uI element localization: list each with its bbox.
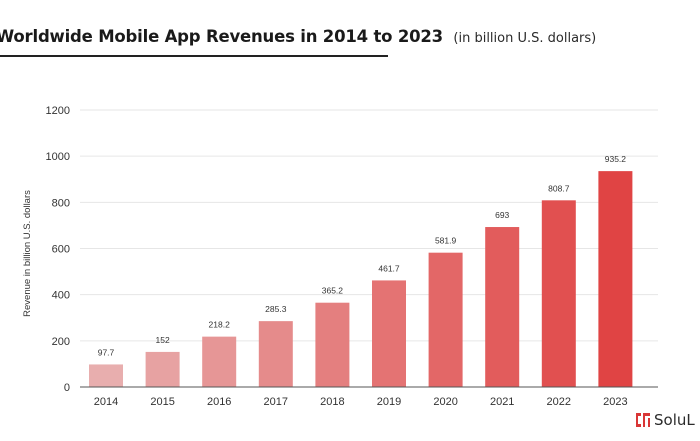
- x-tick-label-2019: 2019: [377, 396, 401, 408]
- x-tick-label-2016: 2016: [207, 396, 231, 408]
- bar-2021: [485, 227, 520, 387]
- bar-2015: [145, 351, 180, 387]
- chart-subtitle: (in billion U.S. dollars): [453, 31, 597, 46]
- data-label-2018: 365.2: [322, 286, 344, 296]
- x-tick-label-2018: 2018: [320, 396, 344, 408]
- bar-2018: [315, 302, 350, 387]
- x-tick-label-2014: 2014: [94, 396, 118, 408]
- data-label-2023: 935.2: [605, 154, 627, 164]
- logo-mark-icon: [636, 413, 650, 427]
- x-tick-label-2017: 2017: [264, 396, 288, 408]
- x-tick-label-2015: 2015: [150, 396, 174, 408]
- bar-2023: [598, 171, 633, 387]
- x-tick-label-2022: 2022: [547, 396, 571, 408]
- bar-2017: [258, 321, 293, 387]
- y-tick-label: 0: [64, 382, 70, 394]
- data-label-2019: 461.7: [378, 263, 400, 273]
- x-axis-ticks: 2014 2015 2016 2017 2018 2019 2020 2021 2022 2023: [94, 396, 628, 408]
- chart-header: Worldwide Mobile App Revenues in 2014 to…: [0, 27, 596, 47]
- chart-title: Worldwide Mobile App Revenues in 2014 to…: [0, 27, 443, 46]
- data-label-2022: 808.7: [548, 183, 570, 193]
- logo-text: SoluL: [654, 411, 695, 429]
- data-label-2016: 218.2: [209, 320, 231, 330]
- data-labels: 97.7 152 218.2 285.3 365.2 461.7 581.9 693 808.7…: [98, 154, 627, 357]
- y-axis-label: Revenue in billion U.S. dollars: [22, 190, 33, 317]
- y-tick-label: 600: [52, 244, 70, 256]
- y-tick-label: 400: [52, 290, 70, 302]
- bar-2014: [89, 364, 123, 387]
- title-underline: [0, 55, 388, 57]
- data-label-2020: 581.9: [435, 236, 457, 246]
- y-tick-label: 800: [52, 197, 70, 209]
- data-label-2014: 97.7: [98, 347, 115, 357]
- x-tick-label-2020: 2020: [433, 396, 457, 408]
- x-tick-label-2023: 2023: [603, 396, 627, 408]
- data-label-2015: 152: [156, 335, 170, 345]
- y-tick-label: 1000: [46, 151, 70, 163]
- bar-2016: [202, 336, 237, 387]
- y-tick-label: 1200: [46, 105, 70, 117]
- bars: [89, 171, 633, 387]
- y-axis-ticks: 0 200 400 600 800 1000 1200: [46, 105, 70, 394]
- y-tick-label: 200: [52, 336, 70, 348]
- bar-2020: [428, 252, 463, 387]
- data-label-2021: 693: [495, 210, 509, 220]
- x-tick-label-2021: 2021: [490, 396, 514, 408]
- bar-2019: [372, 280, 406, 387]
- bar-2022: [541, 200, 576, 387]
- brand-logo: SoluL: [636, 411, 695, 429]
- data-label-2017: 285.3: [265, 304, 287, 314]
